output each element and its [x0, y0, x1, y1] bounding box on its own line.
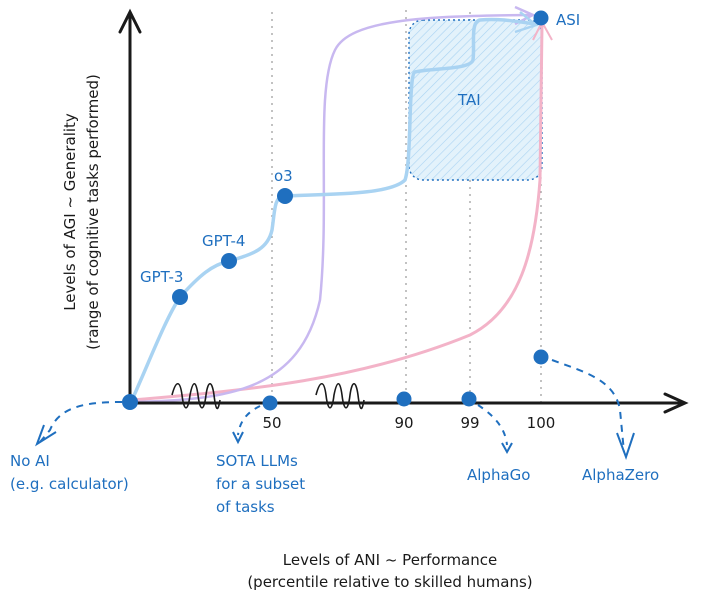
label-asi: ASI — [556, 11, 580, 29]
annotation-alphazero: AlphaZero — [582, 466, 659, 484]
annotation-sota-line1: SOTA LLMs — [216, 452, 298, 470]
arrow-no-ai-head — [35, 424, 57, 447]
point-alphazero — [533, 349, 549, 365]
arrow-sota — [237, 405, 261, 436]
point-gpt3 — [172, 289, 188, 305]
x-tick-100: 100 — [527, 414, 556, 432]
llm-path — [130, 17, 536, 401]
axis-break-squiggle-1 — [171, 382, 221, 410]
tai-region — [408, 19, 543, 181]
annotation-no-ai-line2: (e.g. calculator) — [10, 475, 129, 493]
point-gpt4 — [221, 253, 237, 269]
point-o3 — [277, 188, 293, 204]
point-90 — [396, 391, 412, 407]
x-tick-50: 50 — [262, 414, 281, 432]
pink-path — [131, 23, 544, 402]
point-alphago — [461, 391, 477, 407]
x-tick-99: 99 — [460, 414, 479, 432]
label-o3: o3 — [274, 167, 293, 185]
label-gpt4: GPT-4 — [202, 232, 245, 250]
llm-arrowhead — [514, 11, 539, 34]
arrow-alphago-head — [501, 442, 513, 455]
x-tick-90: 90 — [394, 414, 413, 432]
point-sota-llms — [262, 395, 278, 411]
annotation-no-ai-line1: No AI — [10, 452, 50, 470]
arrow-alphazero — [551, 359, 625, 453]
purple-path — [131, 13, 531, 404]
x-axis-title: Levels of ANI ~ Performance — [283, 551, 497, 569]
axis-break-squiggle-2 — [315, 382, 365, 410]
label-gpt3: GPT-3 — [140, 268, 183, 286]
point-asi — [533, 10, 549, 26]
annotation-sota-line3: of tasks — [216, 498, 275, 516]
point-no-ai — [122, 394, 138, 410]
x-axis-arrowhead — [663, 392, 689, 414]
y-axis-title: Levels of AGI ~ Generality — [61, 113, 79, 311]
y-axis-arrowhead — [118, 8, 142, 34]
arrow-alphago — [477, 404, 508, 446]
y-axis-subtitle: (range of cognitive tasks performed) — [84, 74, 102, 350]
x-axis-subtitle: (percentile relative to skilled humans) — [247, 573, 532, 591]
tai-label: TAI — [457, 91, 481, 109]
arrow-no-ai — [39, 401, 123, 443]
annotation-sota-line2: for a subset — [216, 475, 305, 493]
arrow-alphazero-head — [616, 432, 635, 460]
annotation-alphago: AlphaGo — [467, 466, 530, 484]
arrow-sota-head — [232, 431, 244, 445]
